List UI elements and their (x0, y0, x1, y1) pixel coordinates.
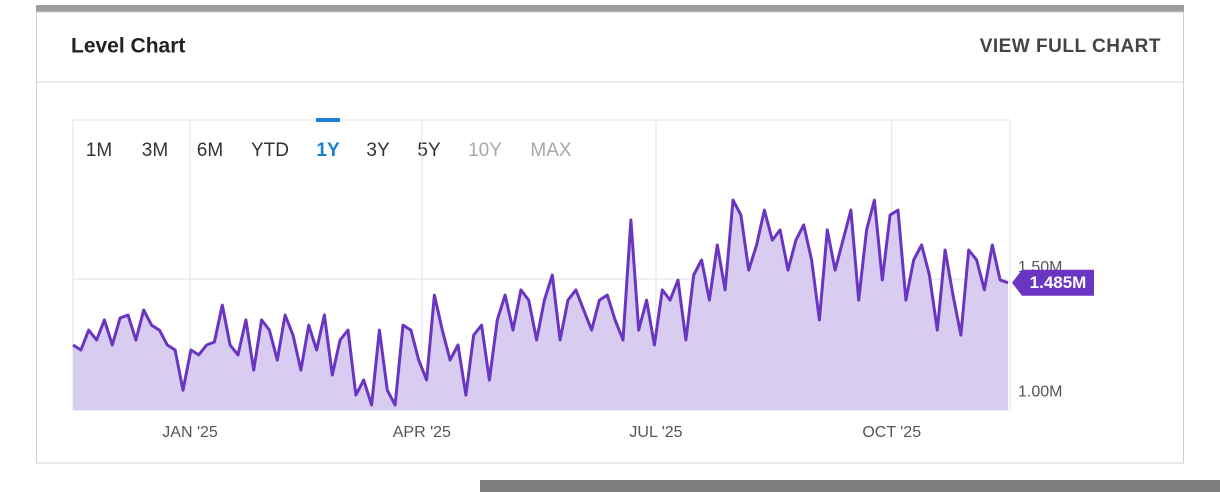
range-button[interactable]: 3Y (366, 140, 390, 161)
area (73, 200, 1008, 410)
bottom-bar (480, 480, 1220, 492)
x-tick-label: JUL '25 (629, 424, 682, 441)
range-button: MAX (530, 140, 572, 161)
current-tag (1012, 269, 1094, 296)
range-button[interactable]: 6M (197, 140, 223, 161)
top-bar (36, 5, 1184, 12)
range-button[interactable]: YTD (251, 140, 289, 161)
view-full-chart[interactable]: VIEW FULL CHART (980, 36, 1161, 57)
card-title: Level Chart (71, 35, 185, 58)
range-button[interactable]: 5Y (417, 140, 441, 161)
range-button[interactable]: 1M (86, 140, 112, 161)
range-button: 10Y (468, 140, 502, 161)
x-tick-label: APR '25 (393, 424, 451, 441)
x-tick-label: OCT '25 (862, 424, 921, 441)
range-button[interactable]: 3M (142, 140, 168, 161)
line (72, 198, 1009, 407)
range-selector: 1M 3M 6M YTD 1Y 3Y 5Y 10Y MAX (86, 118, 572, 161)
range-button[interactable]: 1Y (316, 140, 340, 161)
y-tick-label: 1.00M (1018, 383, 1062, 400)
current-label: 1.485M (1030, 273, 1087, 292)
selected-indicator (316, 118, 340, 122)
x-tick-label: JAN '25 (162, 424, 218, 441)
